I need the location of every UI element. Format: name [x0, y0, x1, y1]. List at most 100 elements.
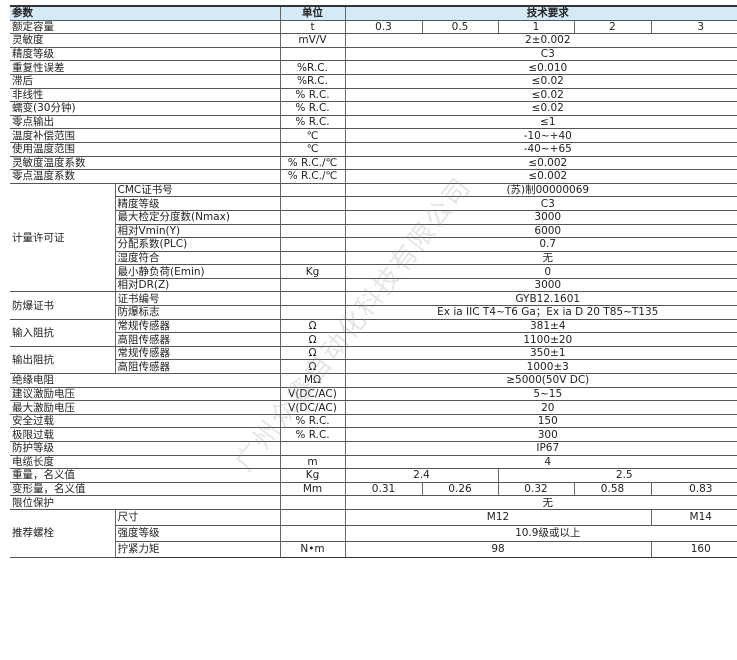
- row-value: 3000: [344, 209, 737, 225]
- row-value: 0: [344, 264, 737, 279]
- row-unit: Ω: [279, 332, 345, 347]
- row-label: 极限过载: [10, 427, 280, 442]
- row-label: 防爆标志: [114, 305, 280, 320]
- row-value: (苏)制00000069: [344, 182, 737, 198]
- row-value: 160: [650, 540, 737, 558]
- table-row: 零点温度系数% R.C./℃ ≤0.002: [10, 169, 737, 184]
- header-row: 参数 单位 技术要求: [10, 4, 737, 21]
- row-label: 尺寸: [114, 508, 280, 526]
- table-row: 强度等级 10.9级或以上: [10, 524, 737, 542]
- row-unit: [279, 305, 345, 320]
- table-row: 分配系数(PLC) 0.7: [10, 237, 737, 252]
- row-label: 高阻传感器: [114, 332, 280, 347]
- row-unit: %R.C.: [279, 73, 345, 89]
- row-value: 4: [344, 454, 737, 470]
- row-value: -10~+40: [344, 128, 737, 143]
- row-value: Ex ia IIC T4~T6 Ga；Ex ia D 20 T85~T135: [344, 305, 737, 320]
- table-row: 安全过载% R.C. 150: [10, 413, 737, 429]
- row-unit: Ω: [279, 359, 345, 375]
- row-label: 精度等级: [114, 196, 280, 211]
- header-spec: 技术要求: [344, 4, 737, 21]
- row-unit: [279, 46, 345, 62]
- group-label: 推荐螺栓: [10, 508, 115, 558]
- row-label: 相对Vmin(Y): [114, 223, 280, 239]
- row-unit: [279, 291, 345, 307]
- table-row: 相对Vmin(Y) 6000: [10, 223, 737, 239]
- table-row: 高阻传感器 Ω 1000±3: [10, 359, 737, 375]
- table-row: 绝缘电阻 MΩ ≥5000(50V DC): [10, 373, 737, 388]
- table-row: 零点输出% R.C. ≤1: [10, 114, 737, 130]
- row-value: C3: [344, 196, 737, 211]
- row-unit: % R.C.: [279, 413, 345, 429]
- table-row: 变形量，名义值 Mm 0.31 0.26 0.32 0.58 0.83: [10, 481, 737, 497]
- group-label: 输出阻抗: [10, 345, 115, 375]
- row-value: ≤1: [344, 114, 737, 130]
- group-label: 输入阻抗: [10, 318, 115, 347]
- table-row: 精度等级 C3: [10, 46, 737, 62]
- table-row: 重复性误差 %R.C. ≤0.010: [10, 60, 737, 75]
- row-label: 相对DR(Z): [114, 277, 280, 293]
- row-unit: [279, 508, 345, 526]
- row-unit: Kg: [279, 468, 345, 483]
- row-unit: [279, 182, 345, 198]
- row-unit: [279, 277, 345, 293]
- row-value: -40~+65: [344, 141, 737, 157]
- row-value: 0.31: [344, 481, 422, 497]
- row-value: 0.26: [421, 481, 498, 497]
- row-unit: Kg: [279, 264, 345, 279]
- row-unit: Ω: [279, 345, 345, 361]
- row-value: 6000: [344, 223, 737, 239]
- spec-table: 参数 单位 技术要求 额定容量 t 0.3 0.5 1 2 3 灵敏度 mV/V 2…: [10, 4, 737, 558]
- row-value: ≤0.02: [344, 87, 737, 103]
- row-label: 非线性: [10, 87, 280, 103]
- row-label: 蠕变(30分钟): [10, 101, 280, 116]
- table-row: 精度等级 C3: [10, 196, 737, 211]
- row-unit: % R.C.: [279, 427, 345, 442]
- row-value: 0.83: [650, 481, 737, 497]
- table-row: 最大检定分度数(Nmax) 3000: [10, 209, 737, 225]
- row-unit: [279, 209, 345, 225]
- row-value: 1100±20: [344, 332, 737, 347]
- row-value: 300: [344, 427, 737, 442]
- row-label: 防护等级: [10, 441, 280, 456]
- row-value: 1: [497, 19, 574, 35]
- header-param: 参数: [10, 4, 280, 21]
- row-value: M14: [650, 508, 737, 526]
- row-value: ≤0.010: [344, 60, 737, 75]
- row-value: 98: [344, 540, 651, 558]
- row-unit: Ω: [279, 318, 345, 334]
- table-row: 最小静负荷(Emin) Kg 0: [10, 264, 737, 279]
- row-label: 灵敏度: [10, 33, 280, 48]
- row-value: 10.9级或以上: [344, 524, 737, 542]
- row-value: 381±4: [344, 318, 737, 334]
- row-label: 零点温度系数: [10, 169, 280, 184]
- group-label: 计量许可证: [10, 182, 115, 293]
- row-unit: %R.C.: [279, 60, 345, 75]
- table-row: 滞后 %R.C. ≤0.02: [10, 73, 737, 89]
- row-unit: mV/V: [279, 33, 345, 48]
- row-label: 变形量，名义值: [10, 481, 280, 497]
- row-label: CMC证书号: [114, 182, 280, 198]
- row-label: 安全过载: [10, 413, 280, 429]
- row-value: 150: [344, 413, 737, 429]
- row-label: 温度补偿范围: [10, 128, 280, 143]
- row-label: 使用温度范围: [10, 141, 280, 157]
- table-row: 使用温度范围 ℃ -40~+65: [10, 141, 737, 157]
- row-value: 3000: [344, 277, 737, 293]
- table-row: 拧紧力矩 N•m 98 160: [10, 540, 737, 558]
- row-label: 最小静负荷(Emin): [114, 264, 280, 279]
- row-unit: % R.C.: [279, 114, 345, 130]
- row-label: 重复性误差: [10, 60, 280, 75]
- row-value: 2: [573, 19, 651, 35]
- row-value: ≤0.02: [344, 73, 737, 89]
- row-value: 0.32: [497, 481, 574, 497]
- table-row: 输出阻抗 常规传感器 Ω 350±1: [10, 345, 737, 375]
- row-unit: [279, 524, 345, 542]
- row-value: 20: [344, 400, 737, 415]
- table-row: 推荐螺栓 尺寸 M12 M14: [10, 508, 737, 558]
- table-row: 温度补偿范围 ℃ -10~+40: [10, 128, 737, 143]
- row-value: 2±0.002: [344, 33, 737, 48]
- row-label: 证书编号: [114, 291, 280, 307]
- row-value: M12: [344, 508, 651, 526]
- row-value: 无: [344, 250, 737, 266]
